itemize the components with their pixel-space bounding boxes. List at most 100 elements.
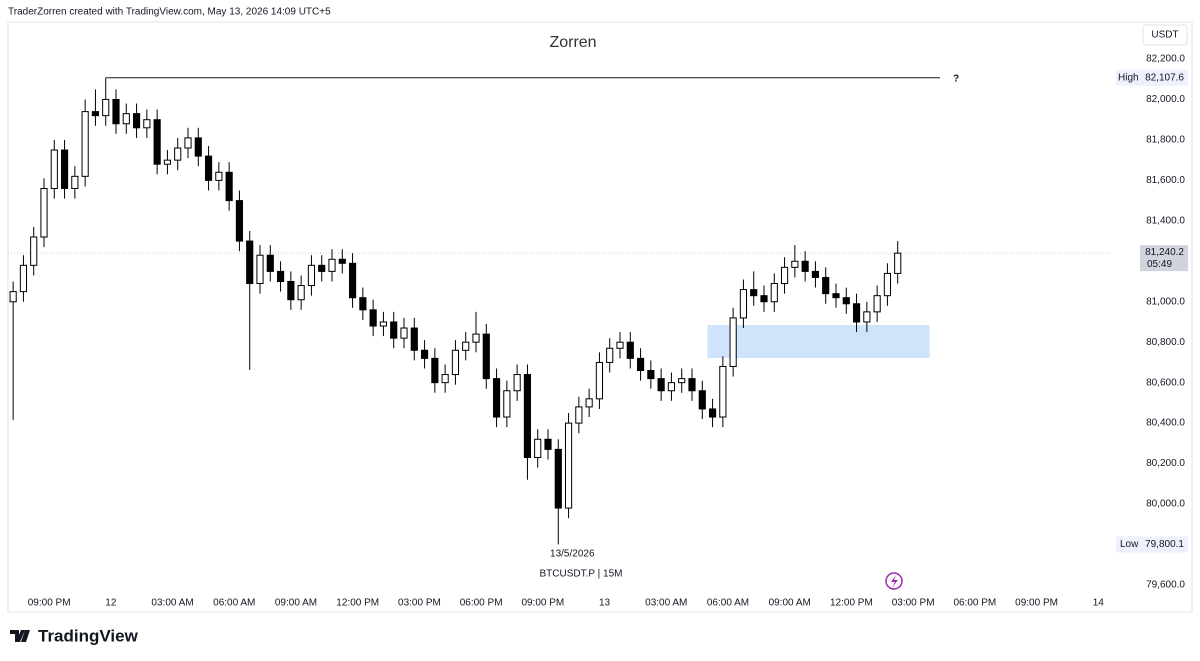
candle-body: [894, 252, 902, 274]
candle-body: [19, 264, 28, 293]
candle-body: [359, 297, 367, 311]
candle-body: [780, 266, 789, 285]
candle-body: [9, 291, 17, 303]
candle-body: [595, 361, 604, 400]
logo-icon: [10, 630, 30, 642]
currency: USDT: [1151, 30, 1178, 41]
candle-body: [606, 347, 614, 363]
candle-body: [204, 155, 213, 181]
candle-body: [246, 240, 254, 285]
candle-body: [832, 293, 840, 299]
candle-body: [420, 349, 429, 359]
zone: [707, 325, 930, 358]
candle-body: [544, 438, 552, 450]
candle-body: [235, 200, 244, 242]
candle-body: [585, 398, 593, 408]
candle-body: [575, 406, 583, 424]
x-tick-label: 09:00 AM: [769, 598, 811, 609]
candle-body: [369, 309, 377, 327]
high-label: High: [1118, 72, 1139, 83]
candle-body: [215, 171, 223, 181]
candle-body: [842, 297, 850, 305]
candle-body: [318, 264, 326, 272]
candle-body: [482, 333, 490, 380]
candle-body: [863, 311, 871, 323]
x-tick-label: 06:00 PM: [460, 598, 503, 609]
candle-body: [194, 137, 202, 157]
candle-body: [431, 357, 439, 384]
candle-body: [225, 171, 233, 202]
candle-body: [719, 365, 727, 418]
x-tick-label: 03:00 PM: [398, 598, 441, 609]
y-tick-label: 80,600.0: [1146, 377, 1185, 388]
candle-body: [328, 258, 336, 272]
y-tick-label: 80,800.0: [1146, 337, 1185, 348]
y-tick-label: 80,000.0: [1146, 499, 1185, 510]
candle-body: [132, 113, 141, 129]
logo: TradingView: [38, 626, 139, 645]
last-price-badge: [1140, 245, 1188, 272]
candle-body: [297, 285, 305, 301]
candle-body: [883, 272, 892, 297]
candle-body: [647, 370, 655, 380]
candle-body: [60, 149, 69, 189]
x-tick-label: 13: [599, 598, 611, 609]
candle-body: [348, 262, 357, 299]
candle-body: [523, 374, 532, 458]
y-tick-label: 81,000.0: [1146, 296, 1185, 307]
y-tick-label: 82,000.0: [1146, 94, 1185, 105]
candle-body: [636, 357, 645, 372]
candle-body: [143, 119, 151, 129]
candle-body: [554, 448, 562, 509]
high-value: 82,107.6: [1145, 72, 1184, 83]
date-label: 13/5/2026: [550, 549, 595, 560]
candle-body: [81, 111, 89, 177]
candle-body: [811, 270, 820, 278]
header: TraderZorren created with TradingView.co…: [8, 7, 331, 18]
alert-icon[interactable]: [885, 572, 903, 590]
y-tick-label: 81,600.0: [1146, 175, 1185, 186]
candle-body: [307, 264, 316, 287]
y-tick-label: 81,800.0: [1146, 135, 1185, 146]
x-tick-label: 09:00 AM: [275, 598, 317, 609]
x-tick-label: 06:00 AM: [213, 598, 255, 609]
x-tick-label: 06:00 AM: [707, 598, 749, 609]
x-tick-label: 14: [1093, 598, 1105, 609]
chart-title: Zorren: [549, 34, 596, 51]
candle-body: [513, 374, 521, 392]
candle-body: [451, 349, 460, 376]
candle-body: [441, 374, 449, 384]
y-tick-label: 79,600.0: [1146, 580, 1185, 591]
candle-body: [667, 382, 676, 392]
candle-body: [791, 260, 799, 268]
alert-bolt: [891, 575, 898, 588]
x-tick-label: 12:00 PM: [336, 598, 379, 609]
candle-body: [163, 159, 172, 165]
candle-body: [71, 175, 79, 189]
x-tick-label: 03:00 PM: [892, 598, 935, 609]
y-tick-label: 80,200.0: [1146, 458, 1185, 469]
candle-body: [400, 327, 408, 339]
candle-body: [534, 438, 542, 458]
high-badge: [1116, 69, 1188, 86]
candle-body: [739, 289, 748, 319]
candle-body: [410, 327, 418, 351]
candle-body: [492, 378, 501, 418]
symbol-label: BTCUSDT.P | 15M: [540, 569, 623, 580]
frame: [7, 21, 1193, 613]
y-tick-label: 80,400.0: [1146, 418, 1185, 429]
candle-body: [102, 98, 110, 117]
candle-body: [750, 289, 758, 297]
candle-body: [822, 276, 830, 295]
candle-body: [122, 113, 130, 125]
x-tick-label: 03:00 AM: [151, 598, 193, 609]
candle-body: [873, 295, 881, 313]
candle-body: [390, 321, 398, 339]
candle-body: [657, 378, 665, 392]
candle-body: [678, 378, 686, 384]
countdown: 05:49: [1147, 259, 1172, 270]
x-tick-label: 12: [105, 598, 117, 609]
